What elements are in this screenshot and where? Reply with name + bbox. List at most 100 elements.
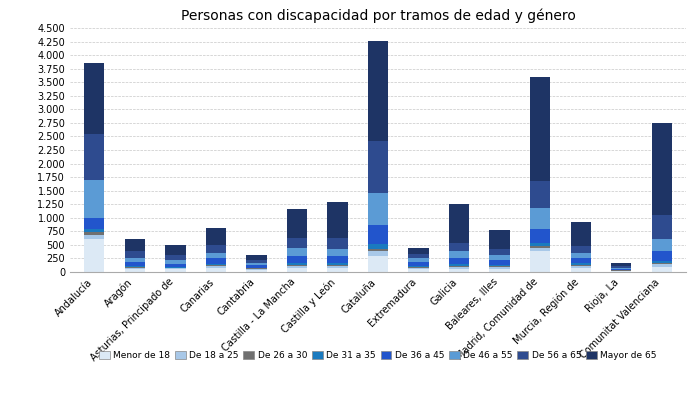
Bar [84,180,104,218]
Bar [84,229,104,232]
Bar [449,258,469,264]
Bar [206,264,226,265]
Bar [570,258,591,263]
Bar [125,262,145,266]
Bar [530,251,550,272]
Bar [489,269,510,272]
Bar [165,268,186,269]
Bar [287,208,307,238]
Bar [570,246,591,253]
Bar [125,266,145,267]
Bar [165,269,186,272]
Bar [652,215,672,240]
Bar [246,269,267,270]
Bar [246,268,267,269]
Bar [408,254,428,258]
Bar [652,240,672,251]
Bar [530,181,550,208]
Bar [368,244,388,249]
Bar [84,235,104,240]
Bar [652,266,672,272]
Bar [408,269,428,272]
Bar [165,255,186,260]
Title: Personas con discapacidad por tramos de edad y género: Personas con discapacidad por tramos de … [181,8,575,23]
Bar [611,262,631,266]
Bar [287,248,307,256]
Bar [125,251,145,258]
Bar [449,204,469,243]
Bar [408,267,428,268]
Bar [206,228,226,245]
Bar [570,263,591,265]
Bar [246,265,267,268]
Bar [84,232,104,235]
Bar [328,249,348,256]
Bar [368,251,388,256]
Bar [449,267,469,269]
Bar [489,255,510,260]
Bar [570,222,591,246]
Bar [287,238,307,248]
Bar [328,202,348,238]
Bar [287,268,307,272]
Bar [611,268,631,269]
Bar [328,268,348,272]
Bar [652,263,672,264]
Bar [489,266,510,267]
Bar [652,123,672,215]
Bar [125,239,145,251]
Bar [206,268,226,272]
Bar [287,265,307,266]
Bar [489,249,510,255]
Bar [611,271,631,272]
Bar [84,218,104,229]
Bar [449,269,469,272]
Bar [368,193,388,225]
Bar [125,258,145,262]
Bar [206,266,226,268]
Bar [125,267,145,268]
Legend: Menor de 18, De 18 a 25, De 26 a 30, De 31 a 35, De 36 a 45, De 46 a 55, De 56 a: Menor de 18, De 18 a 25, De 26 a 30, De … [99,351,657,360]
Bar [368,41,388,141]
Bar [287,256,307,263]
Bar [530,246,550,248]
Bar [246,270,267,272]
Bar [328,266,348,268]
Bar [328,263,348,265]
Bar [84,63,104,134]
Bar [449,251,469,258]
Bar [165,260,186,264]
Bar [165,245,186,255]
Bar [246,263,267,265]
Bar [489,230,510,249]
Bar [489,260,510,265]
Bar [287,263,307,265]
Bar [530,248,550,251]
Bar [246,260,267,263]
Bar [165,264,186,267]
Bar [408,258,428,262]
Bar [206,258,226,264]
Bar [611,266,631,268]
Bar [408,262,428,266]
Bar [489,265,510,266]
Bar [449,243,469,251]
Bar [570,253,591,258]
Bar [611,269,631,270]
Bar [84,240,104,272]
Bar [206,265,226,266]
Bar [206,245,226,253]
Bar [449,264,469,266]
Bar [328,265,348,266]
Bar [246,255,267,260]
Bar [368,141,388,193]
Bar [530,208,550,229]
Bar [287,266,307,268]
Bar [530,77,550,181]
Bar [570,266,591,268]
Bar [125,268,145,269]
Bar [652,261,672,263]
Bar [328,238,348,249]
Bar [165,267,186,268]
Bar [570,268,591,272]
